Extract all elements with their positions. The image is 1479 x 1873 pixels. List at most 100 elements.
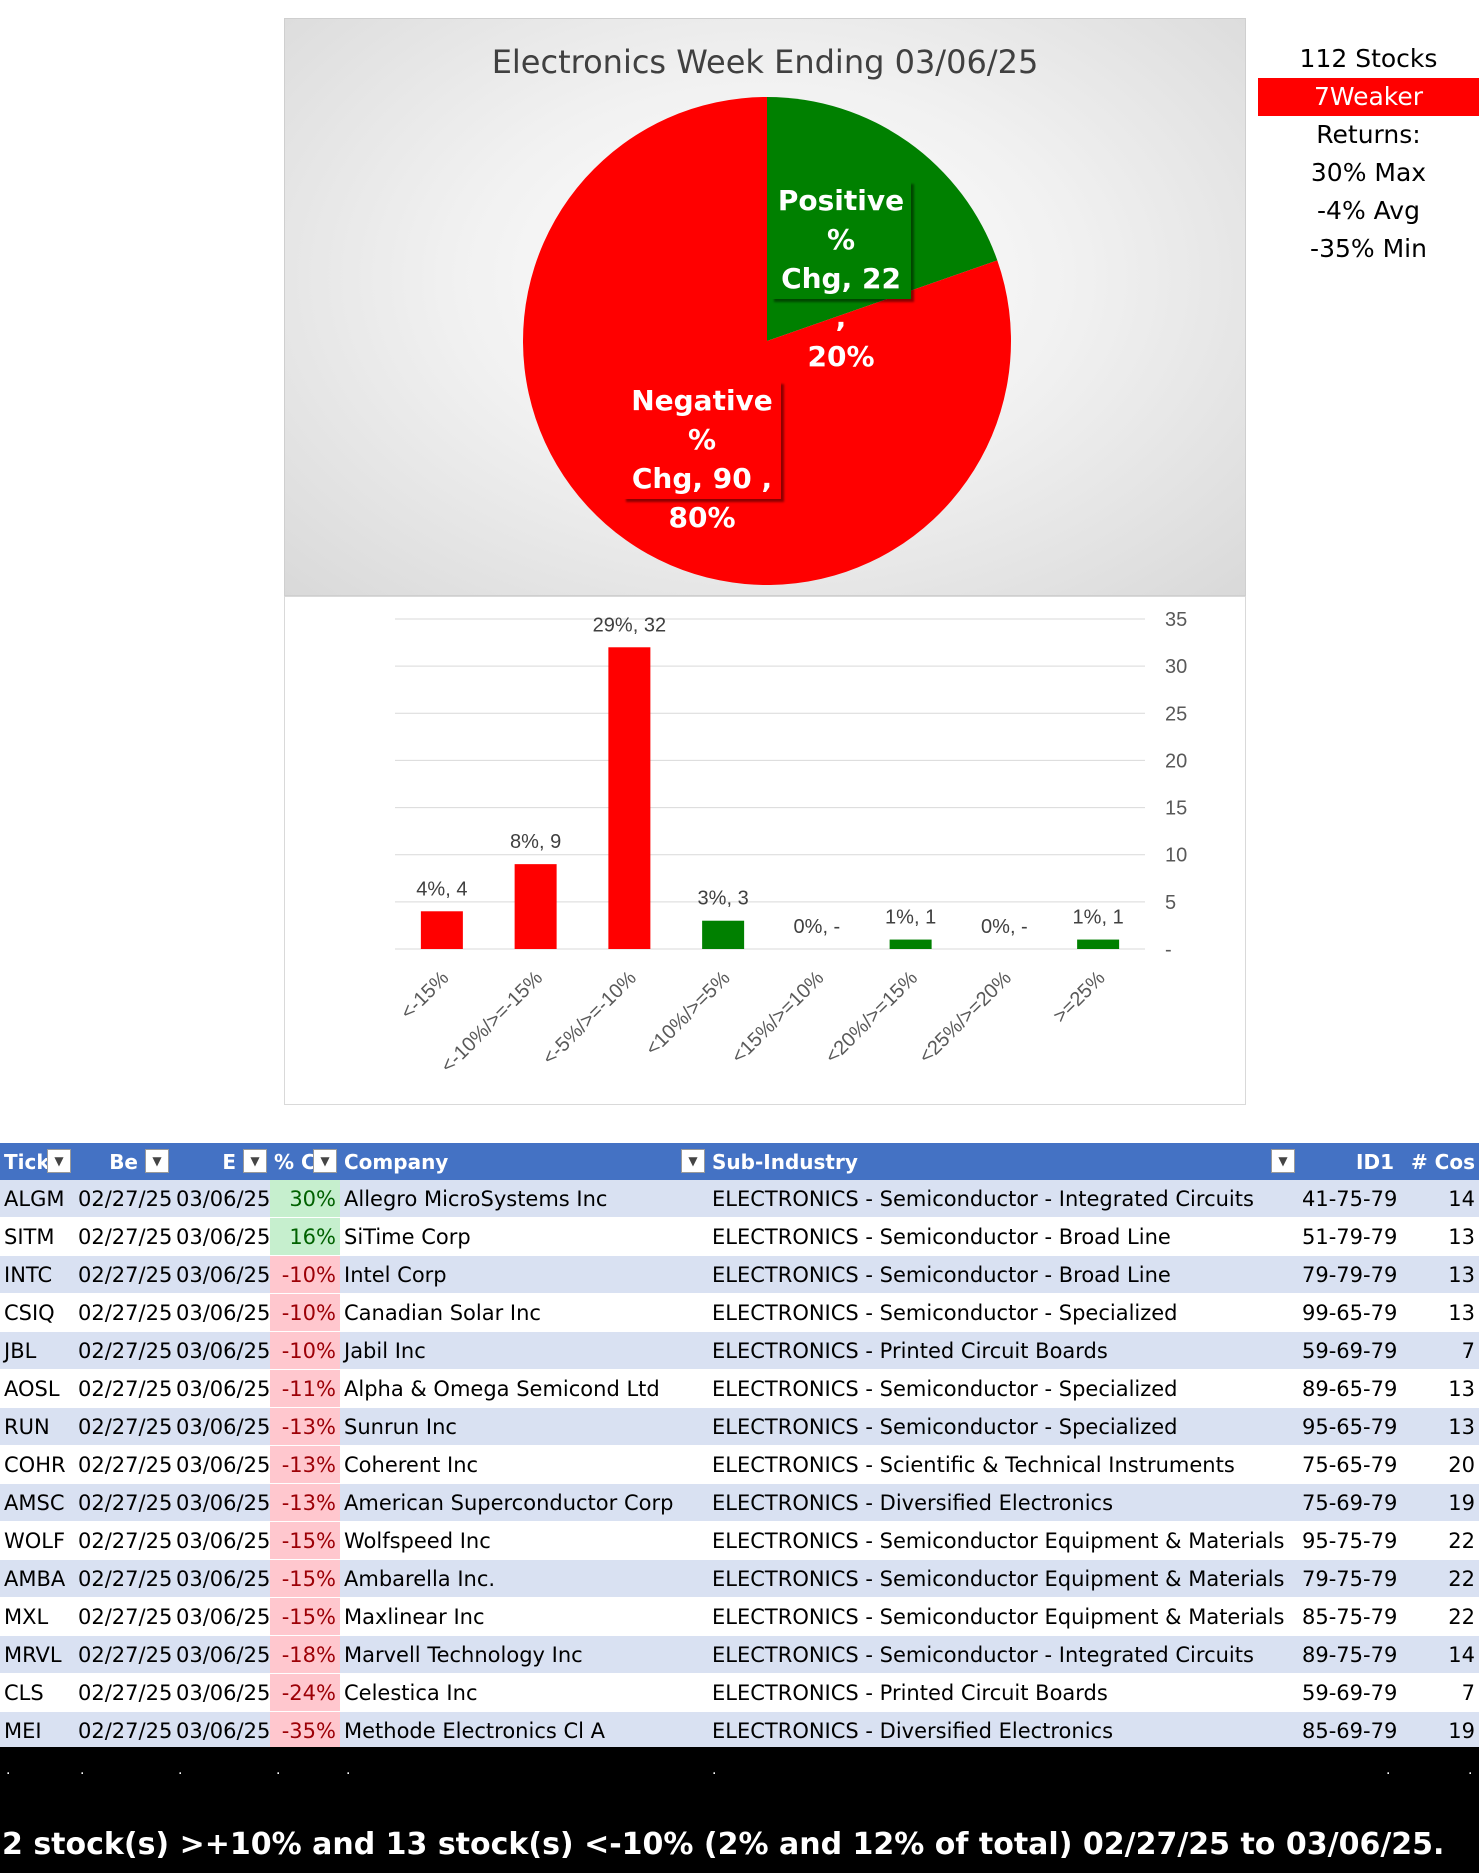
filter-dropdown-icon[interactable]: ▼ — [313, 1149, 337, 1173]
cell-company[interactable]: Allegro MicroSystems Inc — [340, 1180, 708, 1218]
cell-cos[interactable]: 22 — [1398, 1521, 1479, 1560]
cell-begin-date[interactable]: 02/27/25 — [74, 1635, 172, 1674]
table-row[interactable]: AMSC 02/27/25 03/06/25 -13% American Superco… — [0, 1483, 1479, 1522]
cell-pct-change[interactable]: -10% — [270, 1255, 340, 1294]
cell-id1[interactable]: 85-69-79 — [1298, 1711, 1398, 1750]
cell-begin-date[interactable]: 02/27/25 — [74, 1711, 172, 1750]
table-row[interactable]: MEI 02/27/25 03/06/25 -35% Methode Electroni… — [0, 1711, 1479, 1750]
header-begin[interactable]: Be ▼ — [74, 1143, 172, 1180]
cell-sub-industry[interactable]: ELECTRONICS - Semiconductor Equipment & … — [708, 1559, 1298, 1598]
cell-cos[interactable]: 13 — [1398, 1293, 1479, 1332]
table-row[interactable]: RUN 02/27/25 03/06/25 -13% Sunrun Inc ELECTRO… — [0, 1407, 1479, 1446]
cell-cos[interactable]: 20 — [1398, 1445, 1479, 1484]
cell-cos[interactable]: 13 — [1398, 1369, 1479, 1408]
cell-id1[interactable]: 95-75-79 — [1298, 1521, 1398, 1560]
filter-dropdown-icon[interactable]: ▼ — [145, 1149, 169, 1173]
cell-sub-industry[interactable]: ELECTRONICS - Semiconductor - Integrated… — [708, 1635, 1298, 1674]
cell-company[interactable]: Canadian Solar Inc — [340, 1293, 708, 1332]
cell-sub-industry[interactable]: ELECTRONICS - Semiconductor Equipment & … — [708, 1597, 1298, 1636]
cell-company[interactable]: Maxlinear Inc — [340, 1597, 708, 1636]
cell-id1[interactable]: 95-65-79 — [1298, 1407, 1398, 1446]
cell-begin-date[interactable]: 02/27/25 — [74, 1673, 172, 1712]
cell-company[interactable]: Intel Corp — [340, 1255, 708, 1294]
cell-pct-change[interactable]: 30% — [270, 1180, 340, 1218]
cell-company[interactable]: Methode Electronics Cl A — [340, 1711, 708, 1750]
cell-sub-industry[interactable]: ELECTRONICS - Semiconductor - Broad Line — [708, 1217, 1298, 1256]
cell-ticker[interactable]: AMSC — [0, 1483, 74, 1522]
header-ticker[interactable]: Tick ▼ — [0, 1143, 74, 1180]
table-row[interactable]: SITM 02/27/25 03/06/25 16% SiTime Corp ELECTR… — [0, 1217, 1479, 1256]
cell-pct-change[interactable]: -11% — [270, 1369, 340, 1408]
table-row[interactable]: INTC 02/27/25 03/06/25 -10% Intel Corp ELECTR… — [0, 1255, 1479, 1294]
cell-pct-change[interactable]: -13% — [270, 1445, 340, 1484]
cell-id1[interactable]: 85-75-79 — [1298, 1597, 1398, 1636]
cell-pct-change[interactable]: -15% — [270, 1521, 340, 1560]
table-row[interactable]: CLS 02/27/25 03/06/25 -24% Celestica Inc ELEC… — [0, 1673, 1479, 1712]
cell-end-date[interactable]: 03/06/25 — [172, 1445, 270, 1484]
cell-ticker[interactable]: WOLF — [0, 1521, 74, 1560]
cell-company[interactable]: Celestica Inc — [340, 1673, 708, 1712]
filter-dropdown-icon[interactable]: ▼ — [47, 1149, 71, 1173]
cell-ticker[interactable]: INTC — [0, 1255, 74, 1294]
cell-company[interactable]: Wolfspeed Inc — [340, 1521, 708, 1560]
cell-begin-date[interactable]: 02/27/25 — [74, 1521, 172, 1560]
cell-ticker[interactable]: AOSL — [0, 1369, 74, 1408]
cell-cos[interactable]: 7 — [1398, 1673, 1479, 1712]
cell-end-date[interactable]: 03/06/25 — [172, 1217, 270, 1256]
cell-cos[interactable]: 22 — [1398, 1597, 1479, 1636]
cell-begin-date[interactable]: 02/27/25 — [74, 1180, 172, 1218]
filter-dropdown-icon[interactable]: ▼ — [681, 1149, 705, 1173]
header-pct-change[interactable]: % C ▼ — [270, 1143, 340, 1180]
cell-pct-change[interactable]: -10% — [270, 1331, 340, 1370]
cell-cos[interactable]: 13 — [1398, 1217, 1479, 1256]
cell-ticker[interactable]: MXL — [0, 1597, 74, 1636]
cell-pct-change[interactable]: -35% — [270, 1711, 340, 1750]
cell-pct-change[interactable]: -10% — [270, 1293, 340, 1332]
cell-begin-date[interactable]: 02/27/25 — [74, 1293, 172, 1332]
cell-company[interactable]: SiTime Corp — [340, 1217, 708, 1256]
cell-company[interactable]: Coherent Inc — [340, 1445, 708, 1484]
cell-company[interactable]: Alpha & Omega Semicond Ltd — [340, 1369, 708, 1408]
cell-pct-change[interactable]: -18% — [270, 1635, 340, 1674]
cell-sub-industry[interactable]: ELECTRONICS - Printed Circuit Boards — [708, 1673, 1298, 1712]
header-end[interactable]: E ▼ — [172, 1143, 270, 1180]
cell-company[interactable]: Sunrun Inc — [340, 1407, 708, 1446]
filter-dropdown-icon[interactable]: ▼ — [243, 1149, 267, 1173]
cell-id1[interactable]: 99-65-79 — [1298, 1293, 1398, 1332]
cell-begin-date[interactable]: 02/27/25 — [74, 1369, 172, 1408]
cell-begin-date[interactable]: 02/27/25 — [74, 1483, 172, 1522]
header-company[interactable]: Company ▼ — [340, 1143, 708, 1180]
table-row[interactable]: AOSL 02/27/25 03/06/25 -11% Alpha & Omega Se… — [0, 1369, 1479, 1408]
cell-pct-change[interactable]: 16% — [270, 1217, 340, 1256]
cell-sub-industry[interactable]: ELECTRONICS - Diversified Electronics — [708, 1711, 1298, 1750]
table-row[interactable]: MXL 02/27/25 03/06/25 -15% Maxlinear Inc ELEC… — [0, 1597, 1479, 1636]
cell-begin-date[interactable]: 02/27/25 — [74, 1217, 172, 1256]
cell-company[interactable]: Ambarella Inc. — [340, 1559, 708, 1598]
cell-cos[interactable]: 22 — [1398, 1559, 1479, 1598]
cell-sub-industry[interactable]: ELECTRONICS - Diversified Electronics — [708, 1483, 1298, 1522]
cell-cos[interactable]: 19 — [1398, 1711, 1479, 1750]
cell-sub-industry[interactable]: ELECTRONICS - Semiconductor Equipment & … — [708, 1521, 1298, 1560]
cell-ticker[interactable]: CLS — [0, 1673, 74, 1712]
cell-id1[interactable]: 89-75-79 — [1298, 1635, 1398, 1674]
cell-end-date[interactable]: 03/06/25 — [172, 1293, 270, 1332]
cell-end-date[interactable]: 03/06/25 — [172, 1255, 270, 1294]
cell-pct-change[interactable]: -15% — [270, 1559, 340, 1598]
table-row[interactable]: ALGM 02/27/25 03/06/25 30% Allegro MicroSyst… — [0, 1180, 1479, 1218]
cell-id1[interactable]: 79-75-79 — [1298, 1559, 1398, 1598]
cell-id1[interactable]: 75-65-79 — [1298, 1445, 1398, 1484]
cell-cos[interactable]: 19 — [1398, 1483, 1479, 1522]
cell-pct-change[interactable]: -15% — [270, 1597, 340, 1636]
cell-ticker[interactable]: AMBA — [0, 1559, 74, 1598]
cell-end-date[interactable]: 03/06/25 — [172, 1407, 270, 1446]
cell-sub-industry[interactable]: ELECTRONICS - Semiconductor - Specialize… — [708, 1369, 1298, 1408]
cell-id1[interactable]: 89-65-79 — [1298, 1369, 1398, 1408]
cell-id1[interactable]: 75-69-79 — [1298, 1483, 1398, 1522]
cell-sub-industry[interactable]: ELECTRONICS - Semiconductor - Broad Line — [708, 1255, 1298, 1294]
cell-pct-change[interactable]: -13% — [270, 1407, 340, 1446]
table-row[interactable]: JBL 02/27/25 03/06/25 -10% Jabil Inc ELECTRON… — [0, 1331, 1479, 1370]
cell-end-date[interactable]: 03/06/25 — [172, 1180, 270, 1218]
cell-cos[interactable]: 13 — [1398, 1255, 1479, 1294]
cell-end-date[interactable]: 03/06/25 — [172, 1711, 270, 1750]
cell-sub-industry[interactable]: ELECTRONICS - Semiconductor - Integrated… — [708, 1180, 1298, 1218]
